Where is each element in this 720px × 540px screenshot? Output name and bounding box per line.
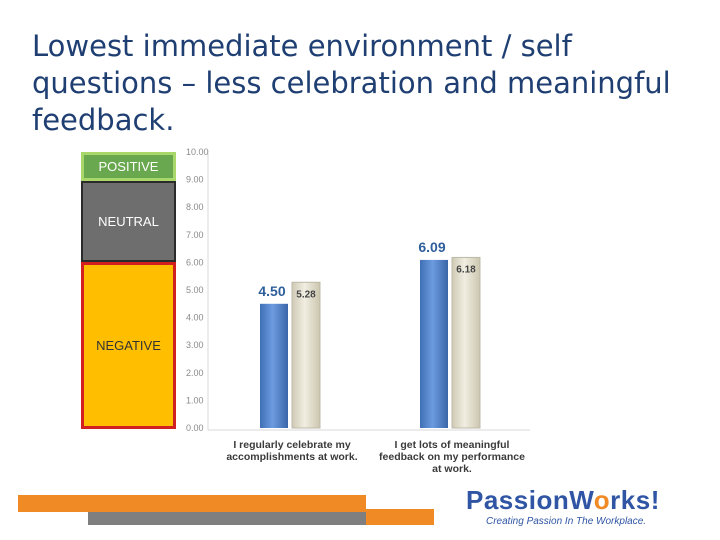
footer-gray-strip [88, 512, 434, 525]
x-category-label: accomplishments at work. [226, 451, 357, 463]
bar-series2-cat1 [291, 281, 321, 429]
bar-series2-cat2 [451, 256, 481, 429]
x-category-label: I get lots of meaningful [395, 439, 510, 451]
y-tick-label: 7.00 [186, 230, 204, 240]
y-tick-label: 4.00 [186, 313, 204, 323]
y-tick-label: 9.00 [186, 175, 204, 185]
logo-tagline: Creating Passion In The Workplace. [486, 516, 647, 527]
x-category-label: at work. [432, 463, 472, 475]
logo-o-mark: o [593, 485, 611, 515]
y-tick-label: 10.00 [186, 147, 209, 157]
logo-name-part2: rks! [610, 485, 660, 515]
positive-zone-label: POSITIVE [98, 159, 159, 174]
y-tick-label: 3.00 [186, 340, 204, 350]
data-label: 6.18 [456, 264, 476, 275]
y-tick-label: 1.00 [186, 395, 204, 405]
y-tick-label: 5.00 [186, 285, 204, 295]
bar-series1-cat2 [420, 259, 448, 428]
y-tick-label: 6.00 [186, 257, 204, 267]
footer-orange-strip-small [366, 509, 434, 525]
footer-orange-strip [18, 495, 366, 512]
data-label: 5.28 [296, 289, 316, 300]
bar-series1-cat1 [260, 303, 288, 428]
slide-title: Lowest immediate environment / self ques… [32, 29, 671, 137]
x-category-label: I regularly celebrate my [233, 439, 350, 451]
neutral-zone-label: NEUTRAL [98, 214, 159, 229]
y-tick-label: 0.00 [186, 423, 204, 433]
passionworks-logo: PassionWorks! Creating Passion In The Wo… [466, 486, 710, 530]
logo-wordmark: PassionWorks! [466, 486, 710, 514]
y-tick-label: 2.00 [186, 368, 204, 378]
positive-zone: POSITIVE [81, 152, 176, 181]
neutral-zone: NEUTRAL [81, 181, 176, 262]
negative-zone: NEGATIVE [81, 262, 176, 429]
data-label: 4.50 [258, 283, 285, 299]
data-label: 6.09 [418, 239, 445, 255]
logo-name-part1: PassionW [466, 485, 594, 515]
x-category-label: feedback on my performance [379, 451, 525, 463]
y-tick-label: 8.00 [186, 202, 204, 212]
negative-zone-label: NEGATIVE [96, 338, 161, 353]
